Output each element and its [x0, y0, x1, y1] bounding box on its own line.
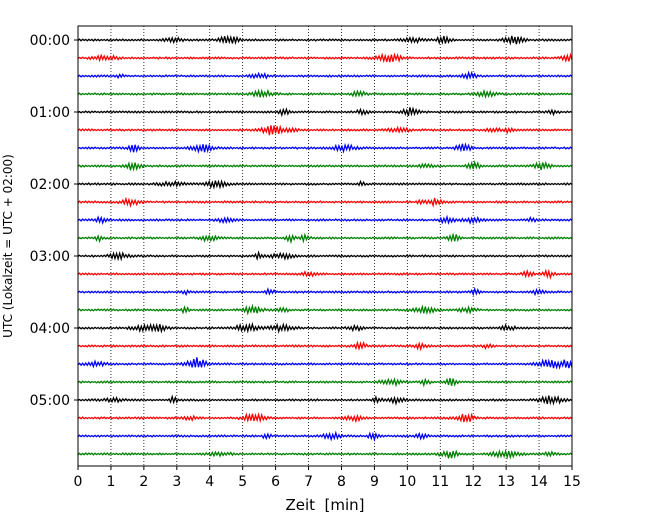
trace-04:15: [77, 340, 573, 352]
trace-03:15: [77, 268, 573, 280]
trace-03:30: [77, 286, 573, 297]
x-tick-label-6: 6: [271, 474, 280, 490]
trace-00:30: [77, 70, 573, 81]
trace-02:30: [77, 214, 573, 226]
x-tick-label-13: 13: [497, 474, 515, 490]
x-tick-label-11: 11: [431, 474, 449, 490]
trace-00:15: [77, 52, 573, 64]
trace-03:00: [77, 250, 573, 262]
x-tick-label-9: 9: [370, 474, 379, 490]
y-tick-label-03:00: 03:00: [30, 249, 70, 265]
y-axis-ticks: 00:00 01:00 02:00 03:00 04:00 05:00: [30, 33, 78, 409]
y-tick-label-05:00: 05:00: [30, 393, 70, 409]
x-tick-label-3: 3: [172, 474, 181, 490]
trace-02:45: [77, 232, 573, 245]
y-axis-label: UTC (Lokalzeit = UTC + 02:00): [1, 154, 15, 338]
trace-04:00: [77, 321, 573, 334]
x-tick-label-14: 14: [530, 474, 548, 490]
trace-05:15: [77, 412, 573, 424]
seismogram-traces: [77, 34, 573, 460]
x-axis-label: Zeit [min]: [285, 496, 364, 514]
plot-background: [78, 26, 572, 466]
trace-00:00: [77, 34, 573, 46]
trace-03:45: [77, 303, 573, 316]
trace-02:00: [77, 179, 573, 190]
x-tick-label-15: 15: [563, 474, 581, 490]
trace-01:30: [77, 142, 573, 154]
trace-05:00: [77, 394, 573, 406]
y-tick-label-04:00: 04:00: [30, 321, 70, 337]
x-tick-label-8: 8: [337, 474, 346, 490]
x-tick-label-7: 7: [304, 474, 313, 490]
x-tick-label-0: 0: [74, 474, 83, 490]
x-tick-label-12: 12: [464, 474, 482, 490]
trace-04:45: [77, 377, 573, 388]
trace-00:45: [77, 88, 573, 99]
trace-01:00: [77, 106, 573, 118]
trace-01:15: [77, 124, 573, 136]
trace-05:45: [77, 448, 573, 460]
x-tick-label-5: 5: [238, 474, 247, 490]
y-tick-label-01:00: 01:00: [30, 105, 70, 121]
x-tick-label-2: 2: [139, 474, 148, 490]
x-tick-label-4: 4: [205, 474, 214, 490]
y-tick-label-00:00: 00:00: [30, 33, 70, 49]
trace-01:45: [77, 159, 573, 172]
x-axis-ticks: 0 1 2 3 4 5 6 7 8 9 10 11 12 13 14 15: [74, 466, 581, 490]
trace-05:30: [77, 430, 573, 443]
trace-02:15: [77, 196, 573, 208]
plot-frame: [77, 25, 573, 467]
x-tick-label-1: 1: [106, 474, 115, 490]
x-gridlines: [110, 26, 540, 466]
y-tick-label-02:00: 02:00: [30, 177, 70, 193]
trace-04:30: [77, 357, 573, 370]
x-tick-label-10: 10: [398, 474, 416, 490]
